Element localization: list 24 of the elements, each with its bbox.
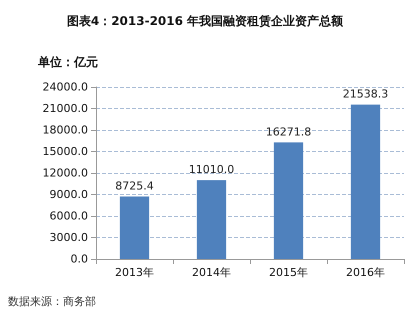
source-note: 数据来源：商务部 <box>8 295 96 308</box>
data-label: 8725.4 <box>115 179 154 192</box>
data-label: 11010.0 <box>188 163 234 176</box>
bar <box>196 180 226 259</box>
y-axis-title: 单位：亿元 <box>37 55 98 69</box>
bar <box>120 196 150 259</box>
y-tick-label: 15000.0 <box>42 145 88 158</box>
y-tick-label: 9000.0 <box>50 188 88 201</box>
bar <box>274 142 304 259</box>
y-tick-label: 24000.0 <box>42 80 88 94</box>
y-tick-label: 12000.0 <box>42 166 88 180</box>
y-tick-label: 0.0 <box>70 252 88 266</box>
x-tick-label: 2015年 <box>269 266 308 279</box>
y-tick-label: 6000.0 <box>50 210 88 222</box>
chart-title: 图表4：2013-2016 年我国融资租赁企业资产总额 <box>66 14 344 28</box>
y-tick-label: 3000.0 <box>50 231 88 244</box>
data-label: 16271.8 <box>266 125 312 138</box>
x-tick-label: 2013年 <box>115 266 154 279</box>
x-tick-label: 2014年 <box>192 266 231 279</box>
data-label: 21538.3 <box>342 88 388 101</box>
bar <box>350 104 380 259</box>
x-tick-label: 2016年 <box>346 266 385 279</box>
y-tick-label: 21000.0 <box>42 102 88 115</box>
y-tick-label: 18000.0 <box>42 124 88 136</box>
